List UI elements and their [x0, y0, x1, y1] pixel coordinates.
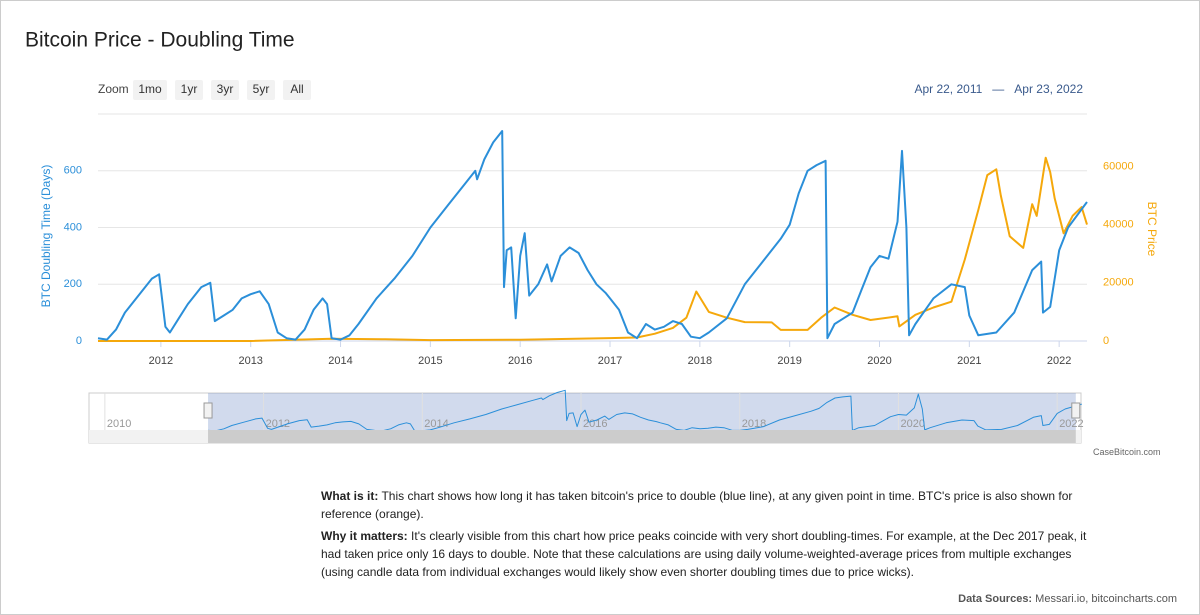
zoom-button[interactable]: 1mo [133, 80, 167, 100]
navigator-handle[interactable] [203, 402, 213, 419]
chart-title: Bitcoin Price - Doubling Time [25, 29, 295, 52]
note-text: This chart shows how long it has taken b… [321, 489, 1073, 521]
navigator-tick-label: 2010 [107, 418, 131, 430]
series-line [97, 130, 1088, 341]
x-tick-label: 2020 [867, 355, 891, 367]
y2-tick-label: 40000 [1103, 218, 1134, 230]
x-tick-label: 2013 [238, 355, 262, 367]
zoom-button-bg [175, 80, 203, 100]
zoom-button-label: All [290, 82, 303, 96]
x-tick-label: 2015 [418, 355, 442, 367]
y2-tick-label: 0 [1103, 335, 1109, 347]
zoom-button[interactable]: 3yr [211, 80, 239, 100]
sources-label: Data Sources: [958, 593, 1033, 605]
y2-tick-label: 60000 [1103, 160, 1134, 172]
navigator-tick-label: 2020 [900, 418, 924, 430]
notes: What is it: This chart shows how long it… [321, 487, 1101, 585]
x-tick-label: 2021 [957, 355, 981, 367]
x-tick-label: 2017 [598, 355, 622, 367]
zoom-button-bg [133, 80, 167, 100]
series-line [207, 389, 1082, 432]
range-to: Apr 23, 2022 [1014, 82, 1083, 96]
zoom-button-bg [283, 80, 311, 100]
chart: Bitcoin Price - Doubling Time Zoom Apr 2… [25, 29, 1159, 444]
series-line [98, 156, 1088, 342]
zoom-button-bg [211, 80, 239, 100]
x-tick-label: 2014 [328, 355, 352, 367]
navigator-tick-label: 2014 [424, 418, 448, 430]
y2-axis-title: BTC Price [1145, 202, 1159, 257]
date-range: Apr 22, 2011 — Apr 23, 2022 [914, 82, 1083, 96]
y-axis-title: BTC Doubling Time (Days) [39, 165, 53, 308]
zoom-button-label: 1yr [181, 82, 198, 96]
x-tick-label: 2018 [688, 355, 712, 367]
sources: Data Sources: Messari.io, bitcoincharts.… [958, 593, 1177, 605]
note-label: Why it matters: [321, 529, 408, 543]
zoom-button-label: 1mo [138, 82, 162, 96]
zoom-button-label: 5yr [253, 82, 270, 96]
zoom-button[interactable]: 5yr [247, 80, 275, 100]
y2-tick-label: 20000 [1103, 277, 1134, 289]
navigator-tick-label: 2012 [266, 418, 290, 430]
x-tick-label: 2019 [777, 355, 801, 367]
note-text: It's clearly visible from this chart how… [321, 529, 1087, 579]
credit: CaseBitcoin.com [1093, 447, 1161, 457]
y-tick-label: 400 [64, 221, 82, 233]
range-sep: — [992, 82, 1004, 96]
note: What is it: This chart shows how long it… [321, 487, 1101, 523]
zoom-button[interactable]: All [283, 80, 311, 100]
note: Why it matters: It's clearly visible fro… [321, 527, 1101, 581]
range-from: Apr 22, 2011 [914, 82, 982, 96]
x-tick-label: 2022 [1047, 355, 1071, 367]
x-tick-label: 2016 [508, 355, 532, 367]
navigator-tick-label: 2022 [1059, 418, 1083, 430]
navigator-scroll-thumb[interactable] [208, 430, 1076, 443]
x-tick-label: 2012 [149, 355, 173, 367]
note-label: What is it: [321, 489, 379, 503]
y-tick-label: 200 [64, 278, 82, 290]
navigator-handle[interactable] [1071, 402, 1081, 419]
zoom-button-bg [247, 80, 275, 100]
zoom-label: Zoom [98, 82, 129, 96]
navigator-tick-label: 2016 [583, 418, 607, 430]
sources-text: Messari.io, bitcoincharts.com [1035, 593, 1177, 605]
y-tick-label: 600 [64, 165, 82, 177]
zoom-button[interactable]: 1yr [175, 80, 203, 100]
zoom-button-label: 3yr [217, 82, 234, 96]
y-tick-label: 0 [76, 335, 82, 347]
